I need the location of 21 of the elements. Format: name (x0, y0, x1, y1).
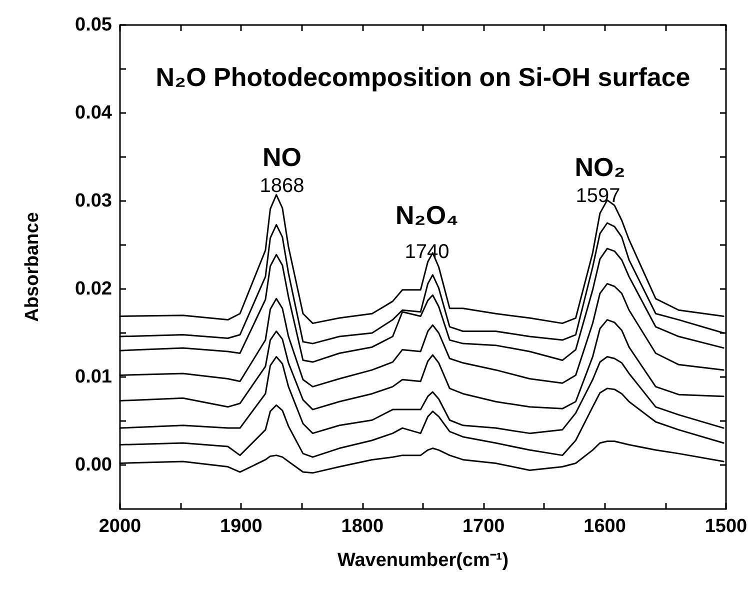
x-tick-label: 1600 (584, 516, 626, 537)
x-axis-title: Wavenumber(cm⁻¹) (337, 550, 509, 571)
y-tick-label: 0.02 (75, 278, 112, 300)
x-tick-label: 2000 (98, 516, 142, 537)
y-tick-label: 0.05 (75, 14, 112, 36)
x-tick-label: 1500 (704, 516, 748, 537)
annotation: NO₂ (574, 152, 626, 182)
annotation: 1868 (260, 175, 304, 197)
y-tick-label: 0.03 (75, 190, 112, 212)
y-tick-label: 0.04 (75, 102, 112, 124)
y-axis-title: Absorbance (22, 212, 43, 322)
annotation: N₂O₄ (396, 200, 458, 230)
annotation: NO (262, 142, 302, 172)
x-tick-label: 1700 (462, 516, 505, 537)
y-tick-label: 0.01 (75, 366, 112, 388)
annotation: 1740 (404, 241, 450, 263)
annotation: 1597 (576, 185, 620, 207)
y-tick-label: 0.00 (75, 454, 112, 476)
x-tick-label: 1800 (341, 516, 384, 537)
x-tick-label: 1900 (220, 516, 262, 537)
text: N₂O Photodecomposition on Si-OH surface (156, 62, 690, 92)
